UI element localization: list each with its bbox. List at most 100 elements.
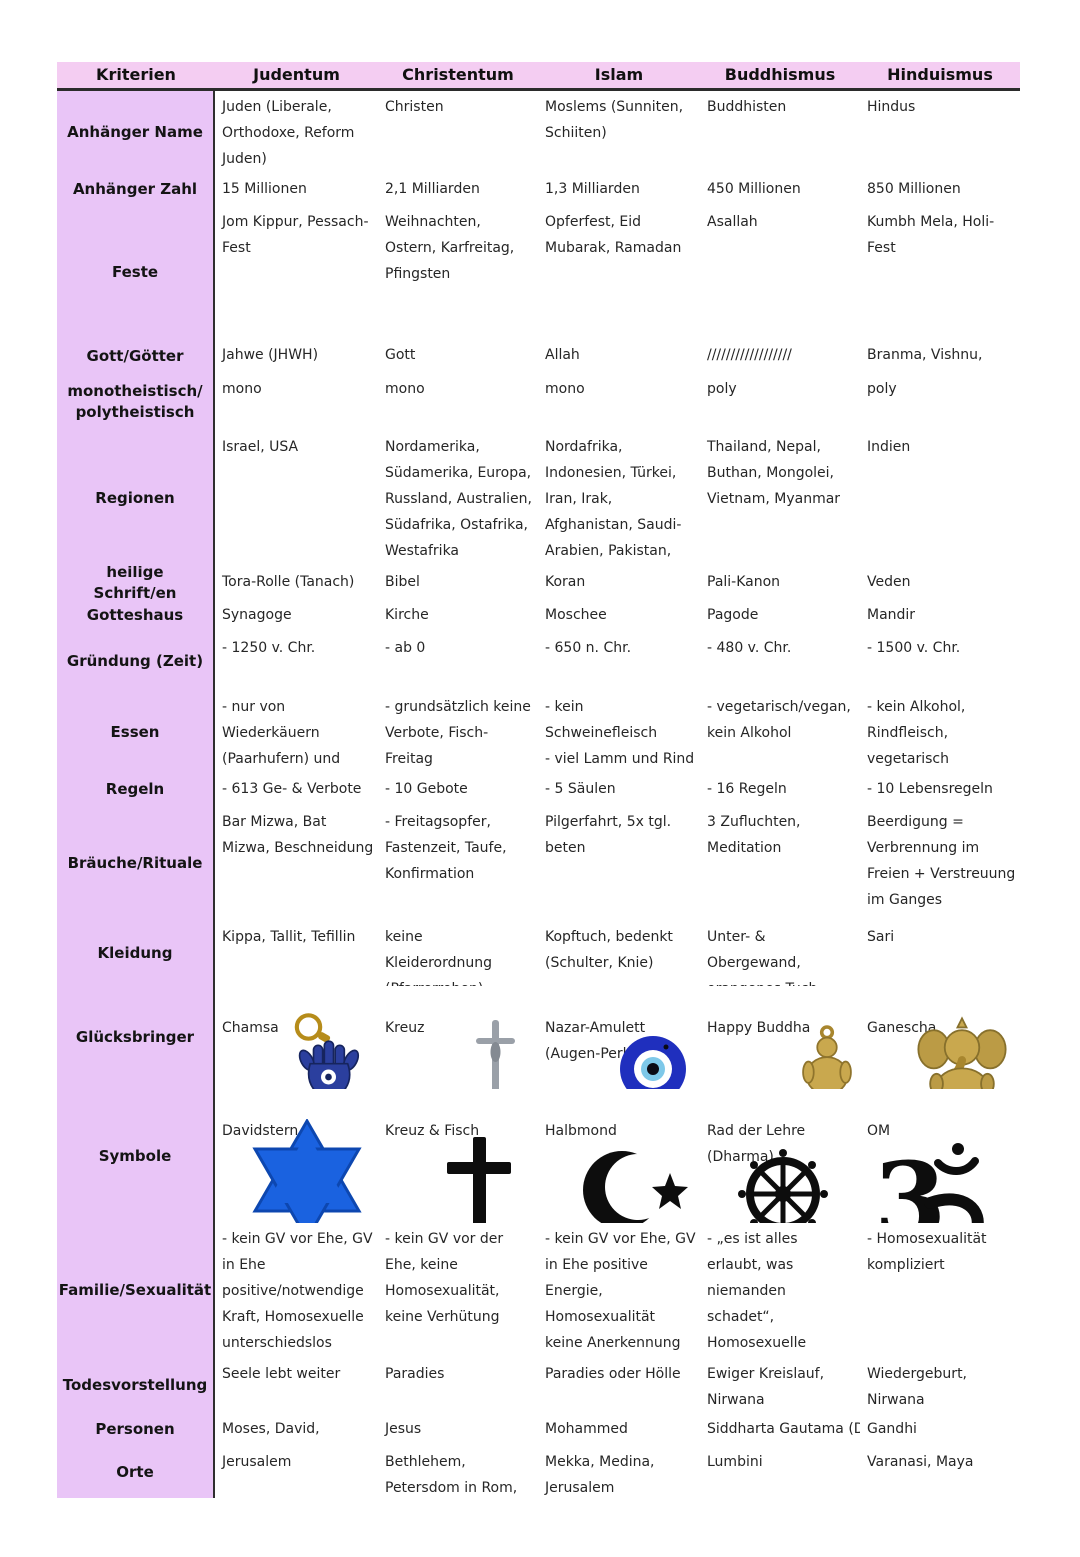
star-of-david-icon [251,1093,363,1223]
table-cell: Weihnachten, Ostern, Karfreitag, Pfingst… [385,214,515,282]
row-label: Anhänger Name [57,91,215,173]
table-cell: Christen [385,99,444,115]
table-cell: poly [707,381,737,397]
table-cell: Tora-Rolle (Tanach) [222,574,355,590]
row-label: Bräuche/Rituale [57,806,215,921]
table-cell: - kein GV vor Ehe, GV in Ehe positive/no… [222,1231,373,1351]
hamsa-keychain-image [273,986,369,1089]
table-cell: Moslems (Sunniten, Schiiten) [545,99,684,141]
table-cell: Paradies [385,1366,445,1382]
table-cell: Nazar-Amulett (Augen-Perle) [538,986,700,1089]
table-cell: - 613 Ge- & Verbote [222,781,362,797]
table-cell: Beerdigung = Verbrennung im Freien + Ver… [867,814,1016,908]
row-label: Gott/Götter [57,339,215,373]
row-label: heilige Schrift/en [57,566,215,599]
table-row: Anhänger Zahl 15 Millionen 2,1 Milliarde… [57,173,1020,206]
row-label: monotheistisch/ polytheistisch [57,373,215,431]
header-christentum: Christentum [402,65,514,84]
table-row: Regionen Israel, USA Nordamerika, Südame… [57,431,1020,566]
table-cell: Chamsa [215,986,378,1089]
table-cell: Pali-Kanon [707,574,781,590]
table-cell: - vegetarisch/vegan, kein Alkohol [707,699,851,741]
table-cell: Davidstern [215,1089,378,1223]
cell-caption: Chamsa [222,1020,279,1036]
row-label: Anhänger Zahl [57,173,215,206]
table-cell: - 10 Gebote [385,781,468,797]
table-cell: Kippa, Tallit, Tefillin [222,929,356,945]
table-cell: Happy Buddha [700,986,860,1089]
table-cell: Indien [867,439,911,455]
row-label: Gründung (Zeit) [57,632,215,691]
table-cell: Jerusalem [222,1454,292,1470]
cell-caption: Happy Buddha [707,1020,811,1036]
table-cell: 450 Millionen [707,181,801,197]
row-label: Gotteshaus [57,599,215,632]
table-cell: 15 Millionen [222,181,307,197]
happy-buddha-image [796,998,858,1089]
row-label: Glücksbringer [57,986,215,1089]
table-cell: Gandhi [867,1421,917,1437]
table-cell: - kein Schweinefleisch - viel Lamm und R… [545,699,695,767]
cell-caption: Halbmond [545,1123,617,1139]
table-cell: Gott [385,347,416,363]
table-cell: poly [867,381,897,397]
table-cell: - „es ist alles erlaubt, was niemanden s… [707,1231,807,1351]
table-cell: - nur von Wiederkäuern (Paarhufern) und … [222,699,341,767]
table-cell: Sari [867,929,895,945]
crucifix-image [473,992,517,1089]
table-cell: Kreuz [378,986,538,1089]
table-cell: Siddharta Gautama (Dalai [707,1421,860,1437]
row-label: Kleidung [57,921,215,986]
nazar-amulet-image [618,1008,688,1089]
table-cell: Rad der Lehre (Dharma) [700,1089,860,1223]
row-label: Essen [57,691,215,773]
table-cell: Bibel [385,574,420,590]
religion-comparison-table: Kriterien Judentum Christentum Islam Bud… [57,62,1020,1498]
cell-caption: Rad der Lehre (Dharma) [707,1123,806,1165]
table-cell: - 1250 v. Chr. [222,640,316,656]
cell-caption: Davidstern [222,1123,299,1139]
table-row: Familie/Sexualität - kein GV vor Ehe, GV… [57,1223,1020,1358]
table-cell: ////////////////// [707,347,792,363]
table-cell: - 480 v. Chr. [707,640,792,656]
table-cell: Moses, David, Abraham [222,1421,320,1437]
table-cell: Halbmond [538,1089,700,1223]
table-cell: Kreuz & Fisch [378,1089,538,1223]
table-cell: Jahwe (JHWH) [222,347,319,363]
table-cell: keine Kleiderordnung (Pfarrerroben) [385,929,492,986]
table-cell: Hindus [867,99,916,115]
table-cell: Mekka, Medina, Jerusalem [545,1454,655,1496]
table-cell: Unter- & Obergewand, orangenes Tuch [707,929,817,986]
table-cell: Kirche [385,607,429,623]
table-cell: Ganescha [860,986,1020,1089]
table-cell: 3 Zufluchten, Meditation [707,814,801,856]
table-cell: - Homosexualität kompliziert [867,1231,987,1273]
table-cell: Ewiger Kreislauf, Nirwana [707,1366,825,1408]
row-label: Orte [57,1446,215,1498]
table-cell: Veden [867,574,911,590]
table-cell: Jesus [385,1421,422,1437]
table-cell: - kein GV vor der Ehe, keine Homosexuali… [385,1231,504,1325]
table-cell: - 10 Lebensregeln [867,781,993,797]
svg-text:3: 3 [874,1141,946,1223]
table-row: heilige Schrift/en Tora-Rolle (Tanach) B… [57,566,1020,599]
table-cell: OM 3 [860,1089,1020,1223]
table-cell: - Freitagsopfer, Fastenzeit, Taufe, Konf… [385,814,507,882]
table-cell: Bar Mizwa, Bat Mizwa, Beschneidung [222,814,374,856]
table-cell: mono [385,381,425,397]
table-row: Anhänger Name Juden (Liberale, Orthodoxe… [57,91,1020,173]
row-label: Feste [57,206,215,339]
header-islam: Islam [594,65,644,84]
table-row: Gründung (Zeit) - 1250 v. Chr. - ab 0 - … [57,632,1020,691]
table-row: Gotteshaus Synagoge Kirche Moschee Pagod… [57,599,1020,632]
table-cell: Asallah [707,214,758,230]
table-row: Symbole Davidstern Kreuz & Fisch Ha [57,1089,1020,1223]
row-label: Familie/Sexualität [57,1223,215,1358]
table-row: Todesvorstellung Seele lebt weiter Parad… [57,1358,1020,1413]
table-cell: Allah [545,347,580,363]
table-cell: Koran [545,574,586,590]
table-cell: - 650 n. Chr. [545,640,632,656]
header-kriterien: Kriterien [96,65,176,84]
table-cell: - ab 0 [385,640,426,656]
